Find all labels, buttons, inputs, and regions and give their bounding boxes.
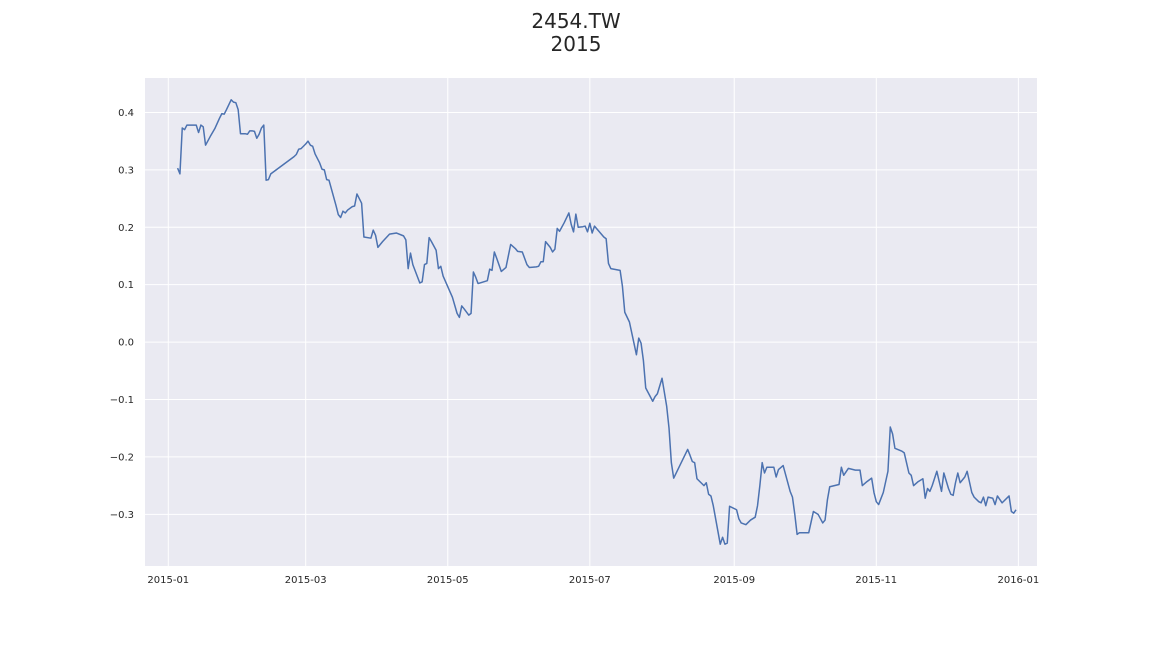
x-tick-label: 2015-11 <box>855 575 897 586</box>
grid <box>145 78 1037 566</box>
chart-subtitle: 2015 <box>550 32 602 56</box>
y-tick-label: 0.1 <box>118 280 134 291</box>
y-axis: 0.4 0.3 0.2 0.1 0.0 −0.1 −0.2 −0.3 <box>110 108 134 521</box>
x-tick-label: 2015-05 <box>427 575 469 586</box>
x-tick-label: 2015-09 <box>713 575 755 586</box>
y-tick-label: −0.2 <box>110 452 134 463</box>
x-tick-label: 2015-01 <box>147 575 189 586</box>
series-layer <box>176 99 1017 545</box>
plot-area <box>145 78 1037 566</box>
x-tick-label: 2016-01 <box>997 575 1039 586</box>
series-line <box>176 99 1017 545</box>
y-tick-label: −0.1 <box>110 395 134 406</box>
y-tick-label: 0.2 <box>118 223 134 234</box>
y-tick-label: 0.3 <box>118 165 134 176</box>
chart-title: 2454.TW <box>531 9 621 33</box>
x-tick-label: 2015-03 <box>285 575 327 586</box>
x-tick-label: 2015-07 <box>569 575 611 586</box>
y-tick-label: 0.4 <box>118 108 134 119</box>
y-tick-label: 0.0 <box>118 338 134 349</box>
x-axis: 2015-01 2015-03 2015-05 2015-07 2015-09 2015-… <box>147 575 1039 586</box>
y-tick-label: −0.3 <box>110 510 134 521</box>
